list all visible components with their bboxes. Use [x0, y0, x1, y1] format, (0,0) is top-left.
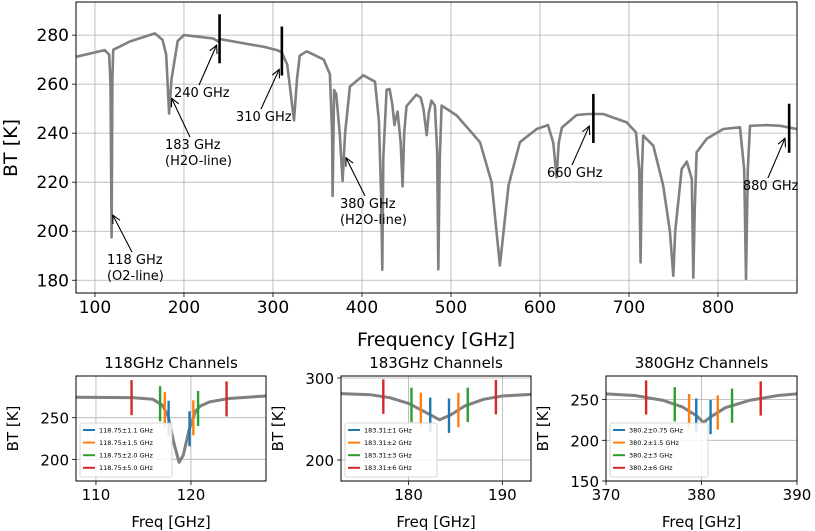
annotation-label: (O2-line) [107, 269, 164, 284]
annotation-arrow [198, 45, 217, 86]
y-tick-label: 200 [40, 451, 69, 469]
y-tick-label: 300 [305, 370, 334, 388]
annotation-label: 240 GHz [174, 86, 230, 101]
annotation-arrow [767, 138, 785, 179]
axes-3: 370 380 390 150 200 250 380.2±0.75 GHz 380.2±1.… [534, 354, 811, 531]
spectrum-line [76, 32, 797, 281]
y-tick-label: 180 [37, 271, 69, 291]
axes-frame [340, 375, 532, 482]
legend-label: 380.2±6 GHz [629, 464, 673, 472]
legend-label: 118.75±2.0 GHz [99, 452, 154, 460]
legend: 183.31±1 GHz 183.31±2 GHz 183.31±3 GHz 183.… [344, 422, 438, 478]
legend-label: 380.2±0.75 GHz [629, 426, 684, 434]
annotation-label: 118 GHz [107, 253, 163, 268]
legend-box [79, 422, 173, 478]
x-tick-label: 800 [702, 298, 734, 318]
x-axis-label: Freq [GHz] [396, 513, 475, 531]
annotation-arrow [260, 69, 279, 110]
x-axis-label: Freq [GHz] [131, 513, 210, 531]
x-tick-label: 190 [488, 486, 517, 504]
plot-area [606, 380, 797, 435]
y-tick-label: 200 [37, 222, 69, 242]
legend-label: 183.31±6 GHz [364, 464, 412, 472]
annotation-arrow [571, 126, 589, 166]
legend-label: 118.75±1.5 GHz [99, 439, 154, 447]
plot-area [76, 380, 266, 464]
annotation-arrow [172, 98, 191, 138]
annotation-label: (H2O-line) [165, 154, 232, 169]
subplot-title: 118GHz Channels [104, 354, 238, 372]
y-axis-label: BT [K] [0, 119, 22, 177]
subplot-title: 183GHz Channels [369, 354, 503, 372]
y-tick-label: 240 [37, 124, 69, 144]
y-tick-label: 200 [570, 432, 599, 450]
axes-1: 110 120 200 250 118.75±1.1 GHz 118.75±1.5 GHz… [4, 354, 267, 531]
x-axis-label: Freq [GHz] [662, 513, 741, 531]
x-tick-label: 390 [783, 486, 812, 504]
y-tick-label: 250 [40, 410, 69, 428]
y-tick-label: 280 [37, 26, 69, 46]
annotation-label: 660 GHz [547, 166, 603, 181]
x-tick-label: 600 [524, 298, 556, 318]
legend-box [344, 422, 438, 478]
legend-box [609, 422, 709, 478]
legend-label: 380.2±1.5 GHz [629, 439, 679, 447]
legend: 118.75±1.1 GHz 118.75±1.5 GHz 118.75±2.0 G… [79, 422, 173, 478]
x-axis-label: Frequency [GHz] [357, 329, 515, 351]
annotation-label: 380 GHz [340, 197, 396, 212]
y-tick-label: 220 [37, 173, 69, 193]
x-tick-label: 400 [346, 298, 378, 318]
spectrum-line [76, 394, 266, 464]
y-axis-label: BT [K] [534, 406, 552, 452]
x-tick-label: 700 [613, 298, 645, 318]
axes-frame [605, 375, 798, 482]
x-tick-label: 200 [168, 298, 200, 318]
x-tick-label: 120 [177, 486, 206, 504]
plot-area [341, 379, 531, 433]
legend-label: 183.31±2 GHz [364, 439, 412, 447]
annotation-label: 310 GHz [236, 110, 292, 125]
y-axis-label: BT [K] [4, 406, 22, 452]
legend-label: 118.75±1.1 GHz [99, 426, 154, 434]
x-tick-label: 100 [79, 298, 111, 318]
annotation-label: 880 GHz [743, 179, 799, 194]
x-tick-label: 500 [435, 298, 467, 318]
annotation-label: (H2O-line) [340, 213, 407, 228]
axes-frame [75, 1, 798, 294]
spectrum-line [606, 392, 797, 424]
x-tick-label: 110 [82, 486, 111, 504]
y-tick-label: 260 [37, 75, 69, 95]
annotation-arrow [113, 215, 133, 253]
legend: 380.2±0.75 GHz 380.2±1.5 GHz 380.2±3 GHz 38… [609, 422, 709, 478]
x-tick-label: 180 [394, 486, 423, 504]
legend-label: 183.31±1 GHz [364, 426, 412, 434]
x-tick-label: 300 [257, 298, 289, 318]
y-tick-label: 200 [305, 452, 334, 470]
legend-label: 380.2±3 GHz [629, 452, 673, 460]
y-axis-label: BT [K] [269, 406, 287, 452]
legend-label: 118.75±5.0 GHz [99, 464, 154, 472]
legend-label: 183.31±3 GHz [364, 452, 412, 460]
annotation-label: 183 GHz [165, 138, 221, 153]
x-tick-label: 370 [592, 486, 621, 504]
y-tick-label: 150 [570, 473, 599, 491]
annotation-arrow [346, 158, 366, 197]
x-tick-label: 380 [687, 486, 716, 504]
axes-frame [75, 375, 267, 482]
axes-0: 100 200 300 400 500 600 700 800 180 200 220 240 260 2… [0, 1, 799, 351]
plot-area [76, 14, 797, 281]
subplot-title: 380GHz Channels [635, 354, 769, 372]
y-tick-label: 250 [570, 392, 599, 410]
